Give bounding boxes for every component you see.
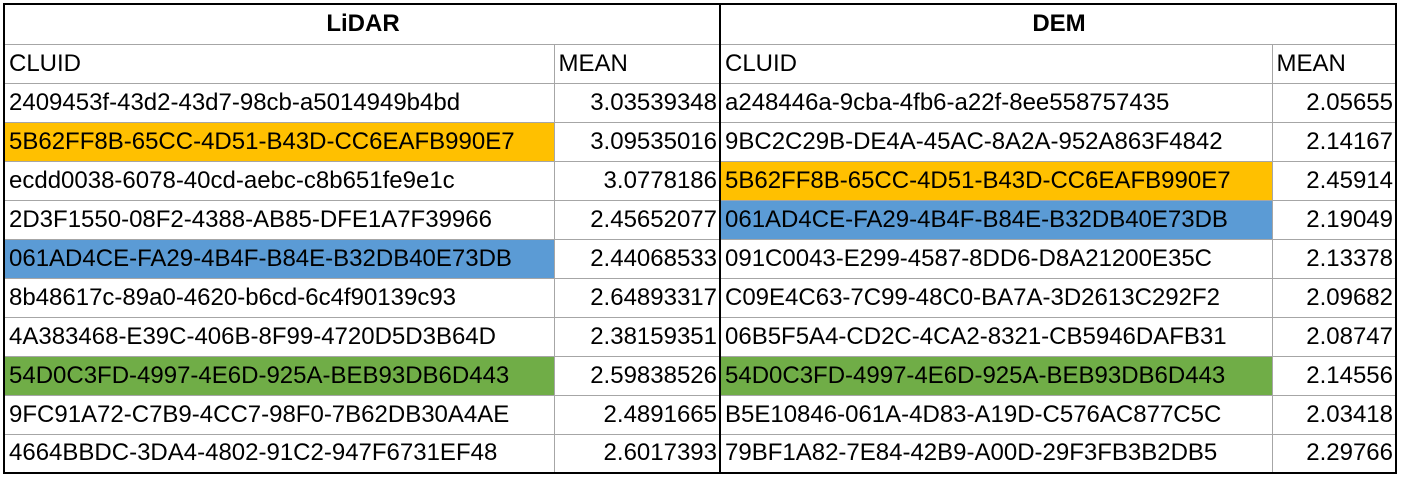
lidar-cluid-cell: 4A383468-E39C-406B-8F99-4720D5D3B64D [3,316,555,357]
table-body: LiDAR DEM CLUID MEAN CLUID MEAN 2409453f… [3,3,1397,474]
table-row: 4A383468-E39C-406B-8F99-4720D5D3B64D 2.38… [3,316,1397,357]
lidar-mean-cell: 2.4891665 [553,394,721,435]
table-row: ecdd0038-6078-40cd-aebc-c8b651fe9e1c 3.07… [3,160,1397,201]
lidar-mean-cell: 2.38159351 [553,316,721,357]
dem-mean-cell: 2.05655 [1271,82,1397,123]
lidar-mean-cell: 3.09535016 [553,121,721,162]
dem-group-title: DEM [719,3,1397,45]
group-title-row: LiDAR DEM [3,3,1397,45]
table-row: 54D0C3FD-4997-4E6D-925A-BEB93DB6D443 2.59… [3,355,1397,396]
dem-mean-cell: 2.09682 [1271,277,1397,318]
dem-cluid-cell: 5B62FF8B-65CC-4D51-B43D-CC6EAFB990E7 [719,160,1273,201]
dem-cluid-cell: 091C0043-E299-4587-8DD6-D8A21200E35C [719,238,1273,279]
lidar-mean-header: MEAN [553,43,721,84]
lidar-cluid-header: CLUID [3,43,555,84]
dem-cluid-cell: 9BC2C29B-DE4A-45AC-8A2A-952A863F4842 [719,121,1273,162]
lidar-cluid-cell: 2409453f-43d2-43d7-98cb-a5014949b4bd [3,82,555,123]
table-row: 2409453f-43d2-43d7-98cb-a5014949b4bd 3.03… [3,82,1397,123]
lidar-mean-cell: 3.0778186 [553,160,721,201]
table-row: 9FC91A72-C7B9-4CC7-98F0-7B62DB30A4AE 2.48… [3,394,1397,435]
dem-mean-cell: 2.19049 [1271,199,1397,240]
dem-mean-cell: 2.14556 [1271,355,1397,396]
lidar-cluid-cell: 9FC91A72-C7B9-4CC7-98F0-7B62DB30A4AE [3,394,555,435]
dem-mean-cell: 2.45914 [1271,160,1397,201]
lidar-group-title: LiDAR [3,3,721,45]
dem-cluid-cell: B5E10846-061A-4D83-A19D-C576AC877C5C [719,394,1273,435]
table-row: 4664BBDC-3DA4-4802-91C2-947F6731EF48 2.60… [3,433,1397,474]
lidar-cluid-cell: 54D0C3FD-4997-4E6D-925A-BEB93DB6D443 [3,355,555,396]
table-row: 2D3F1550-08F2-4388-AB85-DFE1A7F39966 2.45… [3,199,1397,240]
lidar-mean-cell: 3.03539348 [553,82,721,123]
dem-mean-cell: 2.29766 [1271,433,1397,474]
dem-cluid-cell: C09E4C63-7C99-48C0-BA7A-3D2613C292F2 [719,277,1273,318]
lidar-cluid-cell: 061AD4CE-FA29-4B4F-B84E-B32DB40E73DB [3,238,555,279]
dem-mean-header: MEAN [1271,43,1397,84]
table-row: 5B62FF8B-65CC-4D51-B43D-CC6EAFB990E7 3.09… [3,121,1397,162]
lidar-mean-cell: 2.6017393 [553,433,721,474]
lidar-mean-cell: 2.64893317 [553,277,721,318]
dem-cluid-cell: 061AD4CE-FA29-4B4F-B84E-B32DB40E73DB [719,199,1273,240]
table-row: 061AD4CE-FA29-4B4F-B84E-B32DB40E73DB 2.44… [3,238,1397,279]
column-header-row: CLUID MEAN CLUID MEAN [3,43,1397,84]
dem-mean-cell: 2.03418 [1271,394,1397,435]
lidar-cluid-cell: 4664BBDC-3DA4-4802-91C2-947F6731EF48 [3,433,555,474]
lidar-mean-cell: 2.44068533 [553,238,721,279]
dem-mean-cell: 2.14167 [1271,121,1397,162]
table-row: 8b48617c-89a0-4620-b6cd-6c4f90139c93 2.64… [3,277,1397,318]
lidar-cluid-cell: 8b48617c-89a0-4620-b6cd-6c4f90139c93 [3,277,555,318]
lidar-cluid-cell: 2D3F1550-08F2-4388-AB85-DFE1A7F39966 [3,199,555,240]
dem-cluid-cell: 79BF1A82-7E84-42B9-A00D-29F3FB3B2DB5 [719,433,1273,474]
dem-mean-cell: 2.13378 [1271,238,1397,279]
dem-cluid-header: CLUID [719,43,1273,84]
lidar-mean-cell: 2.59838526 [553,355,721,396]
comparison-table: LiDAR DEM CLUID MEAN CLUID MEAN 2409453f… [3,3,1397,474]
lidar-cluid-cell: ecdd0038-6078-40cd-aebc-c8b651fe9e1c [3,160,555,201]
lidar-cluid-cell: 5B62FF8B-65CC-4D51-B43D-CC6EAFB990E7 [3,121,555,162]
dem-cluid-cell: 54D0C3FD-4997-4E6D-925A-BEB93DB6D443 [719,355,1273,396]
dem-cluid-cell: a248446a-9cba-4fb6-a22f-8ee558757435 [719,82,1273,123]
dem-cluid-cell: 06B5F5A4-CD2C-4CA2-8321-CB5946DAFB31 [719,316,1273,357]
lidar-mean-cell: 2.45652077 [553,199,721,240]
dem-mean-cell: 2.08747 [1271,316,1397,357]
